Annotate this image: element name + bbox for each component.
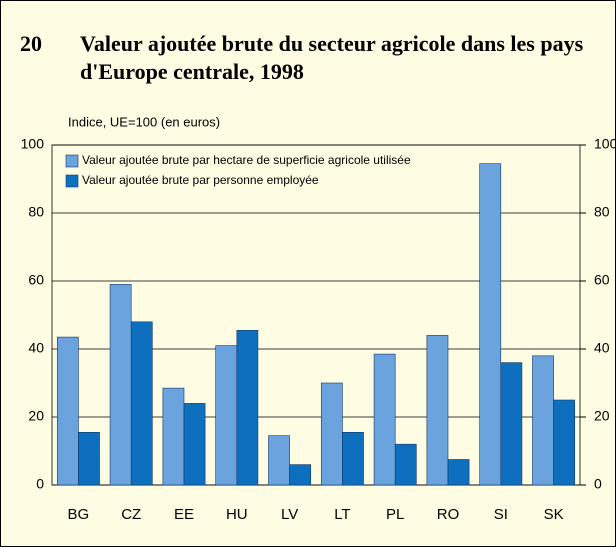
bar — [130, 321, 153, 486]
y2-tick-label: 80 — [594, 204, 610, 220]
y-tick-label: 80 — [28, 204, 44, 220]
bar — [532, 355, 554, 486]
legend-label: Valeur ajoutée brute par hectare de supe… — [82, 153, 411, 167]
x-tick-label: SK — [544, 506, 564, 523]
bar — [447, 459, 470, 486]
bar — [162, 387, 185, 486]
y2-tick-label: 40 — [594, 340, 610, 356]
y2-tick-label: 20 — [594, 408, 610, 424]
x-tick-label: SI — [494, 506, 508, 523]
y-tick-label: 40 — [28, 340, 44, 356]
legend-swatch — [65, 154, 79, 168]
x-tick-label: LT — [334, 506, 350, 523]
y-tick-label: 0 — [36, 476, 44, 492]
x-tick-label: RO — [437, 506, 460, 523]
bar — [78, 431, 100, 486]
x-tick-label: CZ — [121, 506, 141, 523]
y-tick-label: 100 — [21, 136, 45, 152]
bar — [320, 382, 343, 486]
y-axis-label: Indice, UE=100 (en euros) — [68, 114, 220, 129]
bar — [394, 443, 417, 486]
bar — [56, 336, 79, 486]
y-tick-label: 20 — [28, 408, 44, 424]
bar — [342, 431, 364, 486]
y2-tick-label: 60 — [594, 272, 610, 288]
bar — [109, 284, 132, 486]
bar — [373, 353, 396, 486]
chart-title: Valeur ajoutée brute du secteur agricole… — [80, 31, 584, 84]
y2-tick-label: 100 — [594, 136, 616, 152]
figure-number: 20 — [20, 31, 42, 56]
legend-label: Valeur ajoutée brute par personne employ… — [82, 173, 319, 187]
bar — [289, 464, 312, 486]
y-tick-label: 60 — [28, 272, 44, 288]
legend-swatch — [65, 174, 79, 188]
x-tick-label: LV — [281, 506, 298, 523]
plot-frame — [51, 144, 581, 486]
bar — [426, 335, 449, 486]
x-tick-label: EE — [174, 506, 194, 523]
bar — [500, 362, 523, 486]
x-tick-label: PL — [386, 506, 404, 523]
bar — [183, 403, 206, 486]
x-tick-label: HU — [226, 506, 248, 523]
bar — [236, 329, 259, 486]
bar — [268, 435, 290, 486]
y2-tick-label: 0 — [594, 476, 602, 492]
bar — [553, 399, 576, 486]
bar — [215, 345, 238, 486]
bar — [479, 163, 502, 486]
x-tick-label: BG — [68, 506, 90, 523]
title-block: 20 Valeur ajoutée brute du secteur agric… — [20, 30, 610, 86]
